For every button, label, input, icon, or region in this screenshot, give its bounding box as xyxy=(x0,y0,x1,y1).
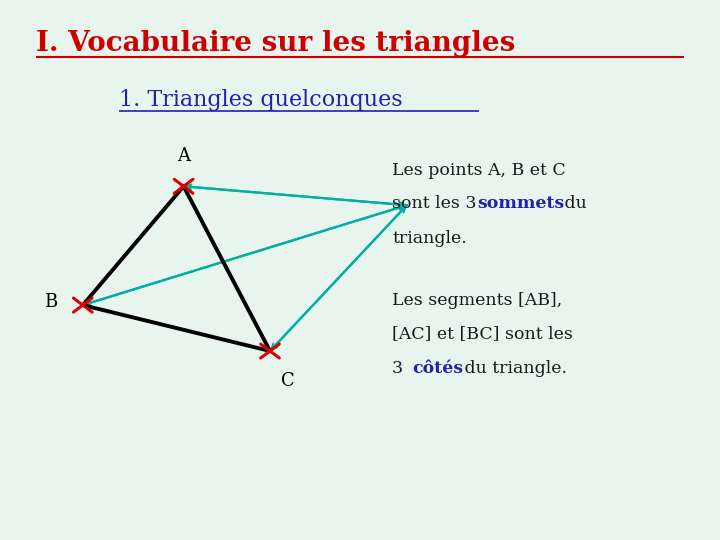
Text: [AC] et [BC] sont les: [AC] et [BC] sont les xyxy=(392,325,573,342)
Text: 3: 3 xyxy=(392,360,409,377)
Text: Les points A, B et C: Les points A, B et C xyxy=(392,162,566,179)
Text: B: B xyxy=(45,293,58,312)
Text: A: A xyxy=(177,147,190,165)
Text: du: du xyxy=(559,195,588,212)
Text: C: C xyxy=(281,372,294,389)
Text: du triangle.: du triangle. xyxy=(459,360,567,377)
Text: côtés: côtés xyxy=(413,360,464,377)
Text: sommets: sommets xyxy=(477,195,564,212)
Text: I. Vocabulaire sur les triangles: I. Vocabulaire sur les triangles xyxy=(36,30,516,57)
Text: sont les 3: sont les 3 xyxy=(392,195,482,212)
Text: triangle.: triangle. xyxy=(392,231,467,247)
Text: 1. Triangles quelconques: 1. Triangles quelconques xyxy=(119,89,402,111)
Text: Les segments [AB],: Les segments [AB], xyxy=(392,292,562,308)
